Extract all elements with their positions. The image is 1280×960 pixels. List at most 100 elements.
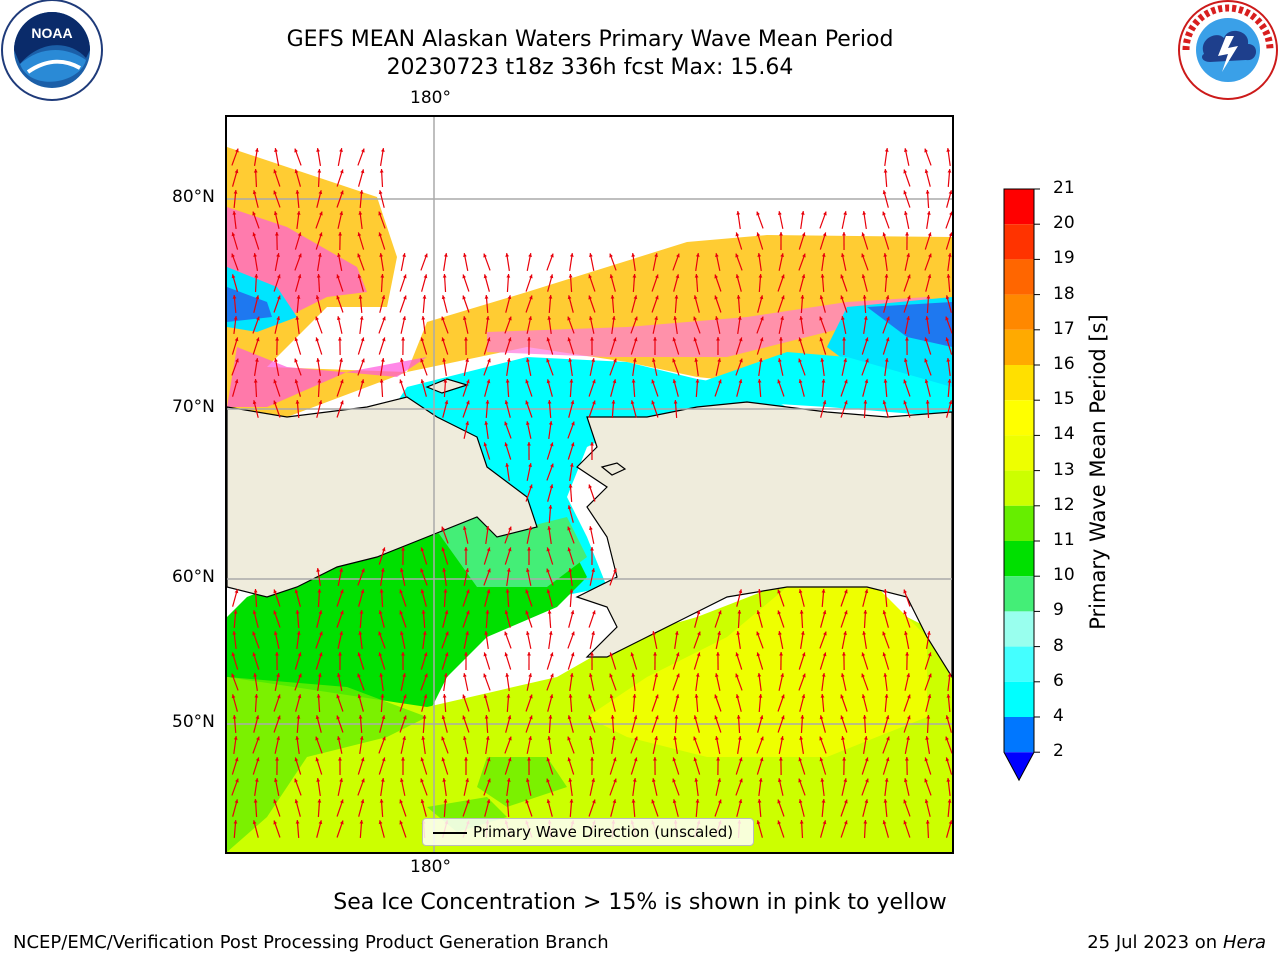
- wave-arrow-head: [340, 400, 344, 405]
- wave-arrow-head: [525, 379, 530, 384]
- wave-arrow-head: [630, 652, 635, 657]
- legend-label: Primary Wave Direction (unscaled): [473, 823, 734, 841]
- wave-arrow-head: [273, 610, 277, 615]
- wave-arrow-head: [382, 736, 386, 741]
- wave-arrow-head: [609, 253, 613, 258]
- wave-arrow-head: [861, 274, 866, 279]
- wave-arrow-head: [506, 694, 511, 698]
- wave-arrow-head: [630, 400, 635, 405]
- wave-arrow-head: [231, 274, 236, 279]
- wave-arrow-head: [549, 652, 554, 657]
- wave-arrow-head: [548, 715, 553, 719]
- wave-arrow-head: [631, 379, 636, 383]
- wave-arrow-head: [822, 652, 827, 657]
- map-panel: Primary Wave Direction (unscaled): [225, 115, 954, 854]
- wave-arrow-head: [882, 631, 886, 636]
- wave-arrow-head: [777, 778, 782, 783]
- wave-arrow-head: [234, 337, 239, 342]
- wave-arrow-head: [381, 547, 386, 552]
- wave-arrow-head: [525, 421, 530, 426]
- wave-arrow-head: [505, 589, 510, 593]
- wave-arrow-head: [903, 778, 908, 783]
- wave-arrow-head: [882, 610, 887, 615]
- wave-arrow-head: [654, 316, 659, 321]
- wave-arrow-head: [507, 757, 512, 762]
- wave-arrow-head: [591, 358, 595, 363]
- wave-arrow-head: [568, 358, 573, 362]
- wave-arrow-head: [319, 631, 323, 636]
- wave-arrow-head: [295, 316, 300, 320]
- wave-arrow-head: [777, 589, 781, 594]
- map-gridlines: [227, 117, 952, 852]
- wave-arrow-head: [736, 631, 741, 635]
- wave-arrow-head: [526, 568, 530, 573]
- wave-arrow-head: [465, 610, 470, 615]
- wave-arrow-head: [651, 778, 656, 783]
- wave-arrow-head: [276, 673, 280, 677]
- wave-arrow-head: [842, 337, 846, 341]
- colorbar-extend-triangle: [1004, 752, 1034, 781]
- wave-arrow-head: [339, 568, 343, 572]
- wave-arrow-head: [254, 778, 259, 782]
- colorbar-segment: [1004, 576, 1034, 612]
- wave-arrow-head: [613, 358, 617, 363]
- colorbar-segment: [1004, 329, 1034, 365]
- wave-arrow-head: [505, 253, 510, 257]
- wave-arrow-head: [882, 190, 887, 195]
- wave-arrow-head: [591, 631, 595, 636]
- colorbar-segment: [1004, 365, 1034, 401]
- wave-arrow-head: [567, 526, 571, 531]
- wave-arrow-head: [464, 757, 468, 761]
- wave-arrow-head: [505, 379, 510, 383]
- wave-arrow-head: [402, 253, 406, 257]
- wave-arrow-head: [485, 526, 490, 530]
- wave-arrow-head: [508, 316, 512, 321]
- wave-arrow-head: [715, 253, 719, 258]
- wave-arrow-head: [297, 694, 302, 699]
- wave-arrow-head: [525, 589, 530, 594]
- wave-arrow-head: [777, 379, 782, 384]
- wave-arrow-head: [739, 358, 743, 363]
- wave-arrow-head: [633, 295, 638, 300]
- wave-arrow-head: [253, 169, 258, 173]
- wave-arrow-head: [885, 757, 890, 762]
- wave-arrow-head: [483, 694, 488, 699]
- wave-arrow-head: [885, 715, 890, 720]
- wave-arrow-head: [924, 379, 929, 384]
- wave-arrow-head: [441, 715, 446, 720]
- wave-arrow-head: [255, 337, 260, 342]
- wave-arrow-head: [256, 316, 260, 321]
- wave-arrow-head: [714, 673, 719, 678]
- wave-arrow-head: [738, 799, 743, 804]
- wave-arrow-head: [906, 673, 911, 678]
- wave-arrow-head: [465, 400, 470, 405]
- wave-arrow-head: [420, 589, 425, 594]
- wave-arrow-head: [549, 484, 554, 489]
- colorbar-tick-label: 10: [1053, 565, 1075, 586]
- wave-arrow-head: [504, 400, 509, 405]
- wave-arrow-head: [672, 358, 676, 363]
- colorbar-segment: [1004, 470, 1034, 506]
- wave-arrow-head: [654, 715, 659, 720]
- wave-arrow-head: [924, 169, 929, 174]
- wave-arrow-head: [504, 631, 508, 636]
- wave-arrow-head: [274, 358, 278, 362]
- wave-arrow-head: [294, 148, 298, 153]
- wave-arrow-head: [924, 358, 928, 363]
- wave-arrow-head: [779, 652, 783, 656]
- wave-arrow-head: [401, 337, 405, 341]
- wave-arrow-head: [399, 799, 404, 804]
- wave-arrow-head: [945, 715, 950, 720]
- wave-arrow-head: [632, 778, 637, 782]
- wave-arrow-head: [756, 652, 761, 657]
- wave-arrow-head: [547, 610, 552, 614]
- wave-arrow-head: [924, 757, 929, 762]
- wave-arrow-head: [232, 631, 237, 635]
- wave-arrow-head: [275, 757, 279, 761]
- wave-arrow-head: [735, 673, 739, 678]
- colorbar-segment: [1004, 646, 1034, 682]
- wave-arrow-head: [294, 799, 299, 804]
- wave-arrow-head: [654, 673, 659, 678]
- wave-arrow-head: [716, 337, 720, 341]
- wave-arrow-head: [339, 610, 344, 615]
